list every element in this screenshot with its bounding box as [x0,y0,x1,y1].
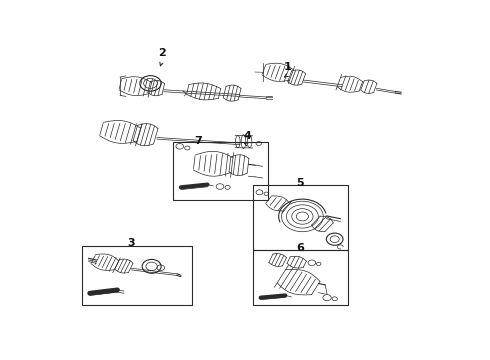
Text: 6: 6 [296,243,304,253]
Text: 5: 5 [296,178,304,188]
Bar [253,250,348,305]
Text: 7: 7 [194,136,202,146]
Text: 4: 4 [244,131,251,141]
Text: 1: 1 [283,62,291,72]
Bar [173,141,268,200]
Bar [82,246,192,305]
Bar [253,185,348,250]
Text: 2: 2 [158,48,166,58]
Text: 3: 3 [128,238,135,248]
